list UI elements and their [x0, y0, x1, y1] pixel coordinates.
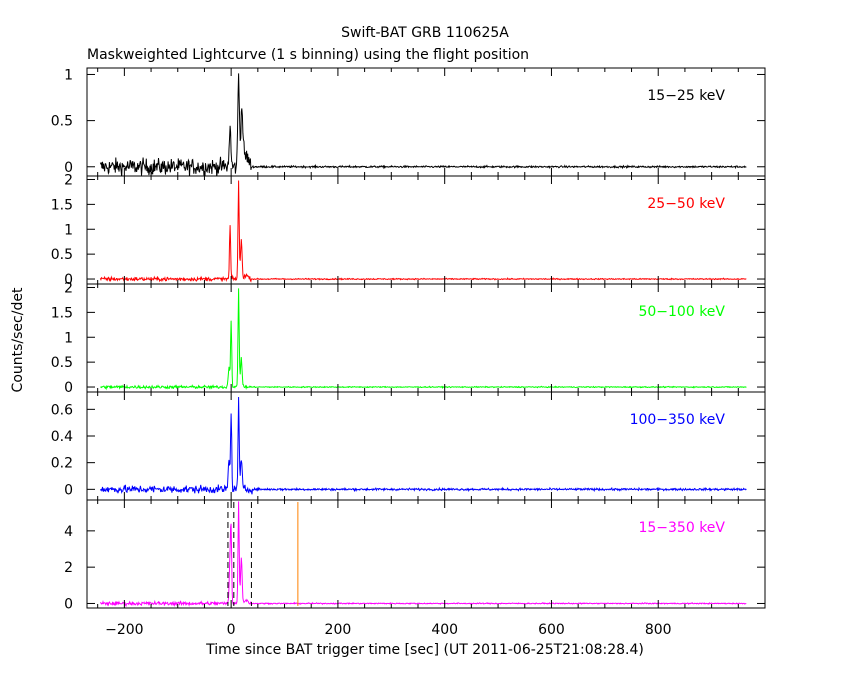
panel-15-25-kev: 0 0.5 1 15−25 keV [51, 67, 766, 177]
x-tick-label: 400 [431, 622, 458, 638]
panel-50-100-kev: 0 0.5 1 1.5 2 50−100 keV [51, 280, 766, 396]
light-curve-line [99, 396, 747, 495]
y-tick-label: 0 [64, 380, 73, 396]
y-axis-label: Counts/sec/det [10, 287, 26, 392]
chart-title: Swift-BAT GRB 110625A [341, 25, 509, 41]
panel-15-350-kev: 0 2 4 15−350 keV [64, 499, 766, 612]
y-tick-label: 2 [64, 172, 73, 188]
panel-frame [86, 391, 766, 501]
chart-subtitle: Maskweighted Lightcurve (1 s binning) us… [87, 47, 529, 63]
x-tick-label: 200 [325, 622, 352, 638]
panel-25-50-kev: 0 0.5 1 1.5 2 25−50 keV [51, 172, 766, 288]
band-label: 25−50 keV [647, 196, 725, 212]
band-label: 50−100 keV [638, 304, 725, 320]
panel-frame [86, 175, 766, 285]
band-label: 15−25 keV [647, 88, 725, 104]
light-curve-line [99, 73, 747, 176]
x-axis-label: Time since BAT trigger time [sec] (UT 20… [205, 642, 644, 658]
x-tick-label: 0 [227, 622, 236, 638]
y-tick-label: 0.4 [51, 429, 73, 445]
y-tick-label: 0 [64, 272, 73, 288]
x-tick-label: −200 [105, 622, 143, 638]
x-tick-label: 600 [538, 622, 565, 638]
y-tick-label: 0.5 [51, 247, 73, 263]
y-tick-label: 2 [64, 280, 73, 296]
panel-frame [86, 283, 766, 393]
y-tick-label: 0.5 [51, 355, 73, 371]
panel-frame [86, 499, 766, 609]
y-tick-label: 0 [64, 160, 73, 176]
panels-group: 0 0.5 1 15−25 keV 0 0.5 1 1.5 2 25−50 keV 0 0.5 1 1.5… [51, 67, 766, 638]
y-tick-label: 0.6 [51, 402, 73, 418]
light-curve-line [100, 288, 747, 391]
y-tick-label: 1 [64, 330, 73, 346]
y-tick-label: 4 [64, 524, 73, 540]
x-tick-label: 800 [645, 622, 672, 638]
y-tick-label: 1.5 [51, 197, 73, 213]
band-label: 15−350 keV [638, 520, 725, 536]
light-curve-line [99, 180, 747, 283]
y-tick-label: 0 [64, 596, 73, 612]
y-tick-label: 0.2 [51, 456, 73, 472]
light-curve-line [99, 501, 747, 608]
y-tick-label: 2 [64, 560, 73, 576]
panel-100-350-kev: 0 0.2 0.4 0.6 100−350 keV [51, 391, 766, 501]
y-tick-label: 0 [64, 482, 73, 498]
y-tick-label: 1 [64, 222, 73, 238]
y-tick-label: 1 [64, 67, 73, 83]
band-label: 100−350 keV [630, 412, 726, 428]
y-tick-label: 0.5 [51, 114, 73, 130]
y-tick-label: 1.5 [51, 305, 73, 321]
